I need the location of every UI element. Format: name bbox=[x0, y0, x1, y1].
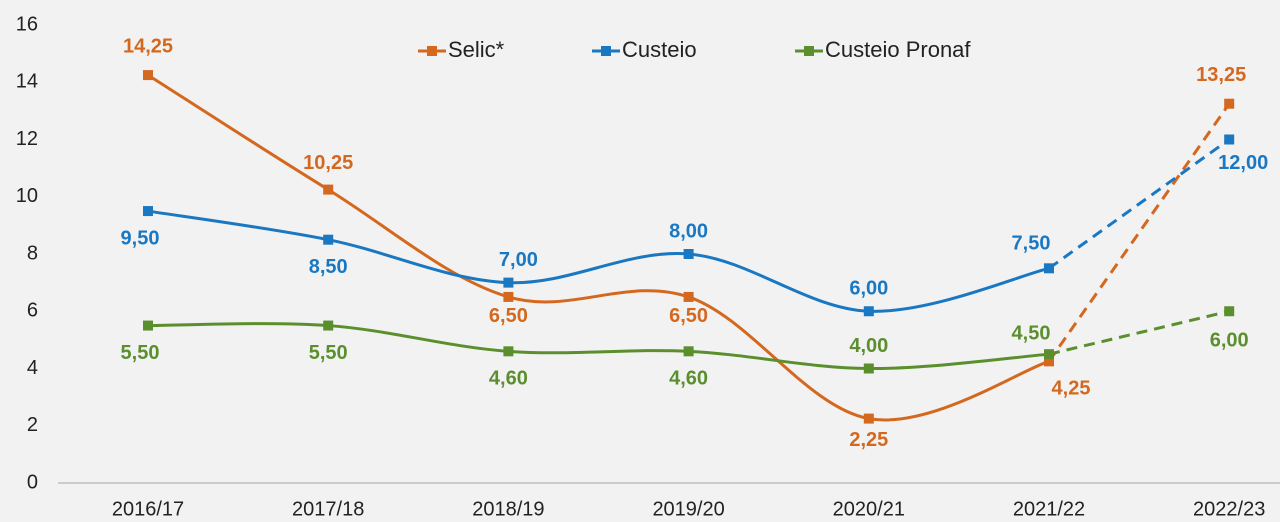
value-label: 2,25 bbox=[849, 429, 888, 451]
value-label: 4,50 bbox=[1012, 322, 1051, 344]
value-label: 7,50 bbox=[1012, 233, 1051, 255]
value-label: 4,60 bbox=[669, 368, 708, 390]
legend-marker bbox=[804, 46, 814, 56]
x-tick-label: 2020/21 bbox=[833, 498, 905, 520]
marker bbox=[143, 206, 153, 217]
series-line-dashed bbox=[1048, 138, 1231, 270]
series-line bbox=[147, 209, 1050, 313]
value-label: 5,50 bbox=[121, 342, 160, 364]
marker bbox=[863, 306, 874, 317]
y-tick-label: 10 bbox=[16, 185, 38, 207]
marker bbox=[503, 291, 514, 302]
y-tick-label: 4 bbox=[27, 357, 38, 379]
x-tick-label: 2018/19 bbox=[472, 498, 544, 520]
marker bbox=[683, 346, 694, 357]
marker bbox=[1224, 98, 1235, 109]
legend-label: Selic* bbox=[448, 37, 505, 62]
marker bbox=[683, 249, 694, 259]
series-line-dashed bbox=[1047, 102, 1231, 363]
marker bbox=[683, 291, 694, 302]
value-label: 6,50 bbox=[669, 305, 708, 327]
y-tick-label: 6 bbox=[27, 300, 38, 322]
value-label: 14,25 bbox=[123, 35, 173, 57]
value-label: 8,00 bbox=[669, 220, 708, 242]
legend-marker bbox=[427, 46, 437, 56]
legend-marker bbox=[601, 46, 611, 56]
y-tick-label: 12 bbox=[16, 128, 38, 150]
value-label: 5,50 bbox=[309, 342, 348, 364]
marker bbox=[323, 320, 334, 331]
marker bbox=[503, 346, 514, 357]
marker bbox=[323, 184, 334, 195]
x-tick-label: 2019/20 bbox=[652, 498, 724, 520]
y-tick-label: 0 bbox=[27, 471, 38, 493]
y-tick-label: 2 bbox=[27, 414, 38, 436]
value-label: 9,50 bbox=[121, 227, 160, 249]
legend-label: Custeio Pronaf bbox=[825, 37, 971, 62]
value-label: 4,60 bbox=[489, 368, 528, 390]
y-tick-label: 16 bbox=[16, 13, 38, 35]
series-line bbox=[147, 73, 1050, 422]
marker bbox=[143, 70, 153, 81]
value-label: 4,00 bbox=[849, 335, 888, 357]
value-label: 10,25 bbox=[303, 152, 353, 174]
marker bbox=[143, 320, 153, 331]
marker bbox=[1224, 306, 1235, 317]
value-label: 6,00 bbox=[1210, 330, 1249, 352]
marker bbox=[863, 413, 874, 424]
series-line-dashed bbox=[1048, 309, 1230, 356]
series-line bbox=[147, 322, 1050, 371]
marker bbox=[1044, 349, 1054, 360]
marker bbox=[1044, 356, 1054, 367]
value-label: 13,25 bbox=[1196, 64, 1246, 86]
x-tick-label: 2016/17 bbox=[112, 498, 184, 520]
x-tick-label: 2021/22 bbox=[1013, 498, 1085, 520]
value-label: 4,25 bbox=[1052, 378, 1091, 400]
value-label: 8,50 bbox=[309, 256, 348, 278]
marker bbox=[1224, 134, 1235, 145]
y-tick-label: 14 bbox=[16, 71, 38, 93]
x-tick-label: 2022/23 bbox=[1193, 498, 1265, 520]
x-tick-label: 2017/18 bbox=[292, 498, 364, 520]
marker bbox=[1044, 263, 1054, 274]
marker bbox=[863, 363, 874, 374]
value-label: 6,00 bbox=[849, 278, 888, 300]
y-tick-label: 8 bbox=[27, 242, 38, 264]
value-label: 6,50 bbox=[489, 305, 528, 327]
value-label: 7,00 bbox=[499, 249, 538, 271]
value-label: 12,00 bbox=[1218, 152, 1268, 174]
legend-label: Custeio bbox=[622, 37, 697, 62]
marker bbox=[323, 234, 334, 245]
marker bbox=[503, 277, 514, 288]
